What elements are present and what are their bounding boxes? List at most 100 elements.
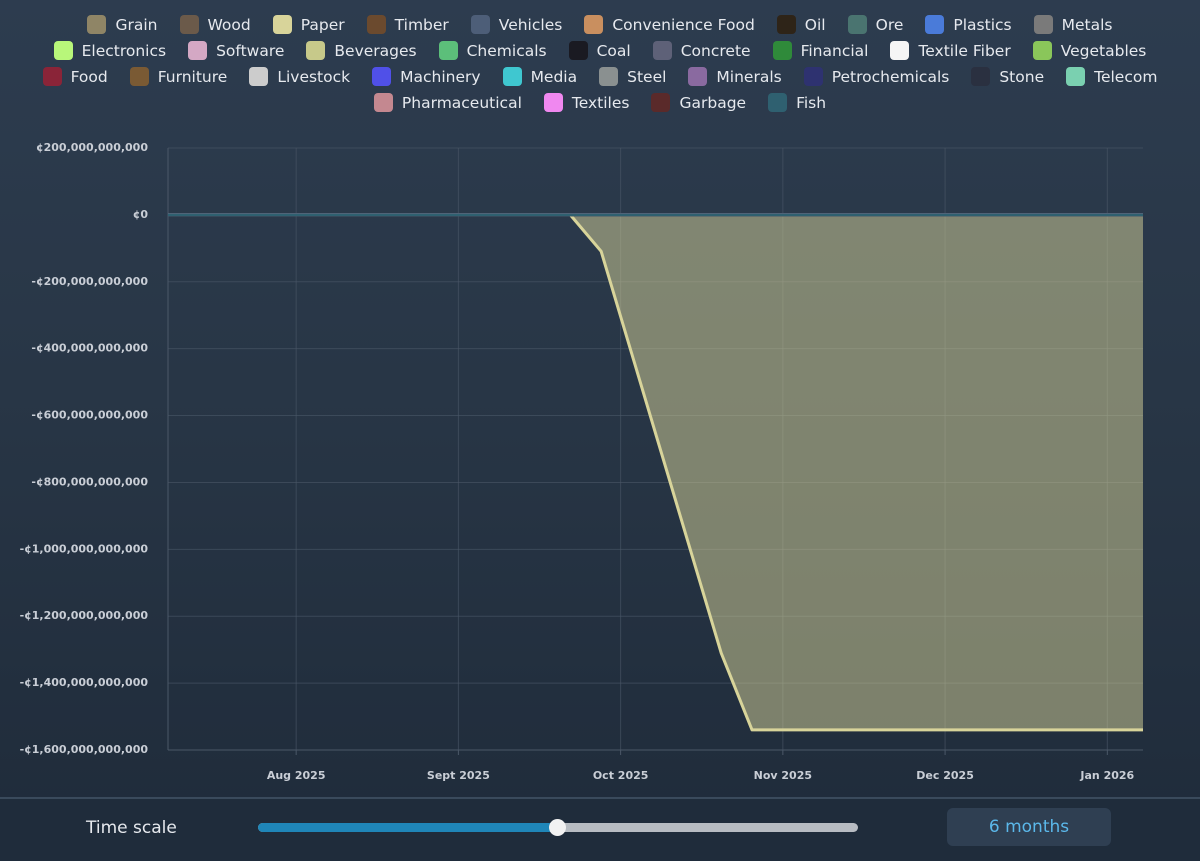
legend-item[interactable]: Electronics [53, 40, 167, 61]
legend-swatch [306, 41, 326, 60]
legend-item[interactable]: Oil [776, 14, 826, 35]
legend-swatch [1066, 67, 1086, 86]
legend-label: Vegetables [1060, 41, 1147, 60]
legend-label: Media [530, 67, 578, 86]
legend-swatch [272, 15, 292, 34]
time-scale-slider[interactable] [258, 819, 858, 836]
legend-swatch [651, 93, 671, 112]
legend-item[interactable]: Paper [272, 14, 345, 35]
slider-fill [258, 823, 558, 832]
legend-label: Plastics [953, 15, 1012, 34]
legend-item[interactable]: Media [502, 66, 578, 87]
slider-thumb[interactable] [549, 819, 566, 836]
legend-swatch [438, 41, 458, 60]
legend-item[interactable]: Coal [568, 40, 631, 61]
legend-label: Fish [796, 93, 827, 112]
legend-item[interactable]: Stone [971, 66, 1044, 87]
legend-swatch [1033, 15, 1053, 34]
legend-label: Textiles [571, 93, 630, 112]
legend-label: Steel [627, 67, 667, 86]
legend-swatch [971, 67, 991, 86]
legend-item[interactable]: Machinery [372, 66, 481, 87]
time-scale-value[interactable]: 6 months [947, 808, 1111, 846]
legend-item[interactable]: Textile Fiber [890, 40, 1011, 61]
legend: Grain Wood Paper Timber Vehicles Convenience … [30, 14, 1170, 113]
legend-label: Vehicles [498, 15, 563, 34]
legend-item[interactable]: Petrochemicals [803, 66, 950, 87]
legend-label: Oil [804, 15, 826, 34]
x-tick-label: Nov 2025 [754, 769, 812, 782]
legend-swatch [53, 41, 73, 60]
time-scale-label: Time scale [86, 818, 177, 838]
legend-item[interactable]: Timber [366, 14, 449, 35]
legend-label: Software [216, 41, 285, 60]
legend-label: Ore [875, 15, 904, 34]
legend-item[interactable]: Financial [772, 40, 869, 61]
legend-label: Livestock [277, 67, 351, 86]
y-tick-label: -¢1,600,000,000,000 [20, 743, 149, 756]
y-tick-label: -¢200,000,000,000 [31, 275, 148, 288]
legend-item[interactable]: Fish [768, 92, 826, 113]
legend-label: Financial [800, 41, 869, 60]
legend-swatch [1032, 41, 1052, 60]
legend-item[interactable]: Furniture [129, 66, 228, 87]
legend-label: Petrochemicals [831, 67, 950, 86]
legend-label: Metals [1061, 15, 1113, 34]
legend-swatch [688, 67, 708, 86]
legend-swatch [652, 41, 672, 60]
legend-item[interactable]: Chemicals [438, 40, 547, 61]
legend-item[interactable]: Telecom [1066, 66, 1157, 87]
legend-item[interactable]: Grain [87, 14, 158, 35]
legend-swatch [87, 15, 107, 34]
legend-item[interactable]: Wood [179, 14, 251, 35]
legend-item[interactable]: Metals [1033, 14, 1113, 35]
legend-swatch [890, 41, 910, 60]
y-tick-label: -¢400,000,000,000 [31, 342, 148, 355]
legend-label: Beverages [334, 41, 417, 60]
x-tick-label: Dec 2025 [916, 769, 974, 782]
legend-swatch [847, 15, 867, 34]
legend-label: Paper [300, 15, 345, 34]
y-tick-label: ¢200,000,000,000 [36, 141, 148, 154]
legend-label: Stone [999, 67, 1045, 86]
legend-item[interactable]: Convenience Food [584, 14, 755, 35]
x-tick-label: Jan 2026 [1079, 769, 1134, 782]
area [168, 214, 1143, 730]
legend-item[interactable]: Minerals [688, 66, 782, 87]
legend-label: Telecom [1094, 67, 1158, 86]
legend-label: Machinery [400, 67, 481, 86]
legend-swatch [129, 67, 149, 86]
legend-swatch [179, 15, 199, 34]
legend-swatch [502, 67, 522, 86]
y-tick-label: -¢1,200,000,000,000 [20, 609, 149, 622]
legend-item[interactable]: Vegetables [1032, 40, 1147, 61]
legend-item[interactable]: Concrete [652, 40, 751, 61]
legend-swatch [372, 67, 392, 86]
legend-item[interactable]: Software [188, 40, 284, 61]
legend-label: Furniture [157, 67, 228, 86]
legend-swatch [42, 67, 62, 86]
legend-label: Pharmaceutical [401, 93, 522, 112]
legend-swatch [925, 15, 945, 34]
legend-swatch [543, 93, 563, 112]
legend-swatch [188, 41, 208, 60]
legend-item[interactable]: Ore [847, 14, 904, 35]
x-tick-label: Oct 2025 [593, 769, 649, 782]
y-tick-label: -¢1,400,000,000,000 [20, 676, 149, 689]
legend-item[interactable]: Livestock [249, 66, 350, 87]
legend-label: Electronics [81, 41, 167, 60]
legend-swatch [803, 67, 823, 86]
legend-item[interactable]: Beverages [306, 40, 417, 61]
legend-item[interactable]: Plastics [925, 14, 1012, 35]
legend-item[interactable]: Vehicles [470, 14, 563, 35]
legend-item[interactable]: Garbage [651, 92, 746, 113]
x-tick-label: Aug 2025 [267, 769, 326, 782]
legend-item[interactable]: Food [42, 66, 108, 87]
legend-item[interactable]: Textiles [543, 92, 630, 113]
legend-item[interactable]: Pharmaceutical [373, 92, 522, 113]
legend-swatch [249, 67, 269, 86]
legend-label: Chemicals [466, 41, 547, 60]
legend-swatch [584, 15, 604, 34]
legend-item[interactable]: Steel [599, 66, 666, 87]
